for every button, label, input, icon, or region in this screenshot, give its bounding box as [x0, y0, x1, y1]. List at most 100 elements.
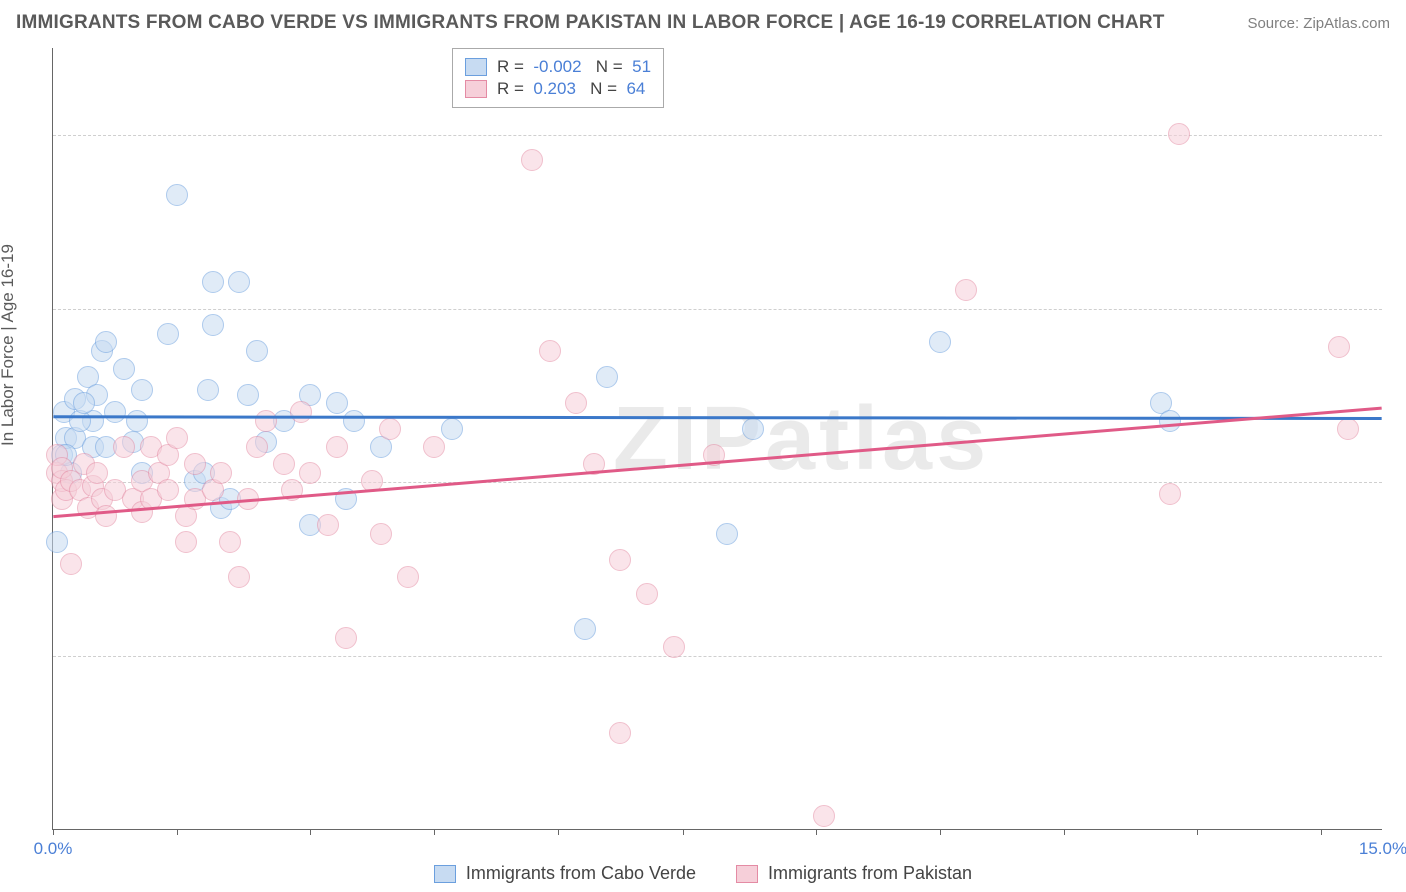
data-point	[113, 358, 135, 380]
y-axis-label: In Labor Force | Age 16-19	[0, 244, 18, 446]
data-point	[104, 401, 126, 423]
data-point	[273, 453, 295, 475]
x-tick	[434, 829, 435, 835]
legend-stats-text: R = -0.002 N = 51	[497, 57, 651, 77]
data-point	[813, 805, 835, 827]
x-tick	[816, 829, 817, 835]
data-point	[521, 149, 543, 171]
data-point	[539, 340, 561, 362]
data-point	[197, 379, 219, 401]
data-point	[210, 462, 232, 484]
data-point	[281, 479, 303, 501]
data-point	[565, 392, 587, 414]
data-point	[441, 418, 463, 440]
data-point	[663, 636, 685, 658]
legend-bottom: Immigrants from Cabo Verde Immigrants fro…	[0, 863, 1406, 884]
data-point	[326, 436, 348, 458]
x-tick	[1321, 829, 1322, 835]
legend-stats-row: R = -0.002 N = 51	[465, 57, 651, 77]
data-point	[361, 470, 383, 492]
data-point	[1168, 123, 1190, 145]
data-point	[73, 392, 95, 414]
data-point	[166, 427, 188, 449]
data-point	[1159, 410, 1181, 432]
data-point	[1337, 418, 1359, 440]
data-point	[574, 618, 596, 640]
data-point	[1328, 336, 1350, 358]
y-tick-label: 20.0%	[1390, 646, 1406, 666]
data-point	[636, 583, 658, 605]
data-point	[237, 488, 259, 510]
data-point	[290, 401, 312, 423]
legend-stats: R = -0.002 N = 51R = 0.203 N = 64	[452, 48, 664, 108]
data-point	[157, 323, 179, 345]
data-point	[157, 479, 179, 501]
data-point	[609, 549, 631, 571]
y-tick-label: 40.0%	[1390, 472, 1406, 492]
legend-stats-row: R = 0.203 N = 64	[465, 79, 651, 99]
legend-swatch	[736, 865, 758, 883]
data-point	[255, 410, 277, 432]
data-point	[228, 271, 250, 293]
data-point	[86, 462, 108, 484]
data-point	[703, 444, 725, 466]
gridline	[53, 482, 1382, 483]
data-point	[95, 331, 117, 353]
data-point	[113, 436, 135, 458]
trend-line	[53, 417, 1381, 419]
scatter-plot: ZIPatlas 20.0%40.0%60.0%80.0%0.0%15.0%R …	[52, 48, 1382, 830]
data-point	[202, 271, 224, 293]
data-point	[742, 418, 764, 440]
data-point	[397, 566, 419, 588]
x-tick-label: 15.0%	[1359, 839, 1406, 859]
data-point	[343, 410, 365, 432]
y-tick-label: 80.0%	[1390, 125, 1406, 145]
legend-swatch	[434, 865, 456, 883]
legend-item: Immigrants from Pakistan	[736, 863, 972, 884]
x-tick	[310, 829, 311, 835]
legend-label: Immigrants from Cabo Verde	[466, 863, 696, 884]
gridline	[53, 309, 1382, 310]
legend-label: Immigrants from Pakistan	[768, 863, 972, 884]
x-tick	[1064, 829, 1065, 835]
data-point	[131, 379, 153, 401]
x-tick	[683, 829, 684, 835]
data-point	[1159, 483, 1181, 505]
data-point	[955, 279, 977, 301]
legend-swatch	[465, 80, 487, 98]
data-point	[370, 523, 392, 545]
x-tick-label: 0.0%	[34, 839, 73, 859]
x-tick	[53, 829, 54, 835]
x-tick	[177, 829, 178, 835]
data-point	[423, 436, 445, 458]
source-label: Source: ZipAtlas.com	[1247, 15, 1390, 32]
data-point	[317, 514, 339, 536]
legend-item: Immigrants from Cabo Verde	[434, 863, 696, 884]
x-tick	[1197, 829, 1198, 835]
data-point	[202, 314, 224, 336]
title-bar: IMMIGRANTS FROM CABO VERDE VS IMMIGRANTS…	[16, 12, 1390, 34]
data-point	[246, 436, 268, 458]
data-point	[299, 462, 321, 484]
data-point	[228, 566, 250, 588]
data-point	[335, 488, 357, 510]
data-point	[929, 331, 951, 353]
legend-stats-text: R = 0.203 N = 64	[497, 79, 645, 99]
chart-title: IMMIGRANTS FROM CABO VERDE VS IMMIGRANTS…	[16, 12, 1165, 34]
data-point	[716, 523, 738, 545]
data-point	[326, 392, 348, 414]
data-point	[175, 531, 197, 553]
x-tick	[558, 829, 559, 835]
watermark: ZIPatlas	[613, 388, 990, 491]
data-point	[583, 453, 605, 475]
data-point	[335, 627, 357, 649]
data-point	[609, 722, 631, 744]
data-point	[126, 410, 148, 432]
data-point	[379, 418, 401, 440]
legend-swatch	[465, 58, 487, 76]
data-point	[166, 184, 188, 206]
gridline	[53, 656, 1382, 657]
data-point	[237, 384, 259, 406]
data-point	[46, 531, 68, 553]
data-point	[184, 453, 206, 475]
